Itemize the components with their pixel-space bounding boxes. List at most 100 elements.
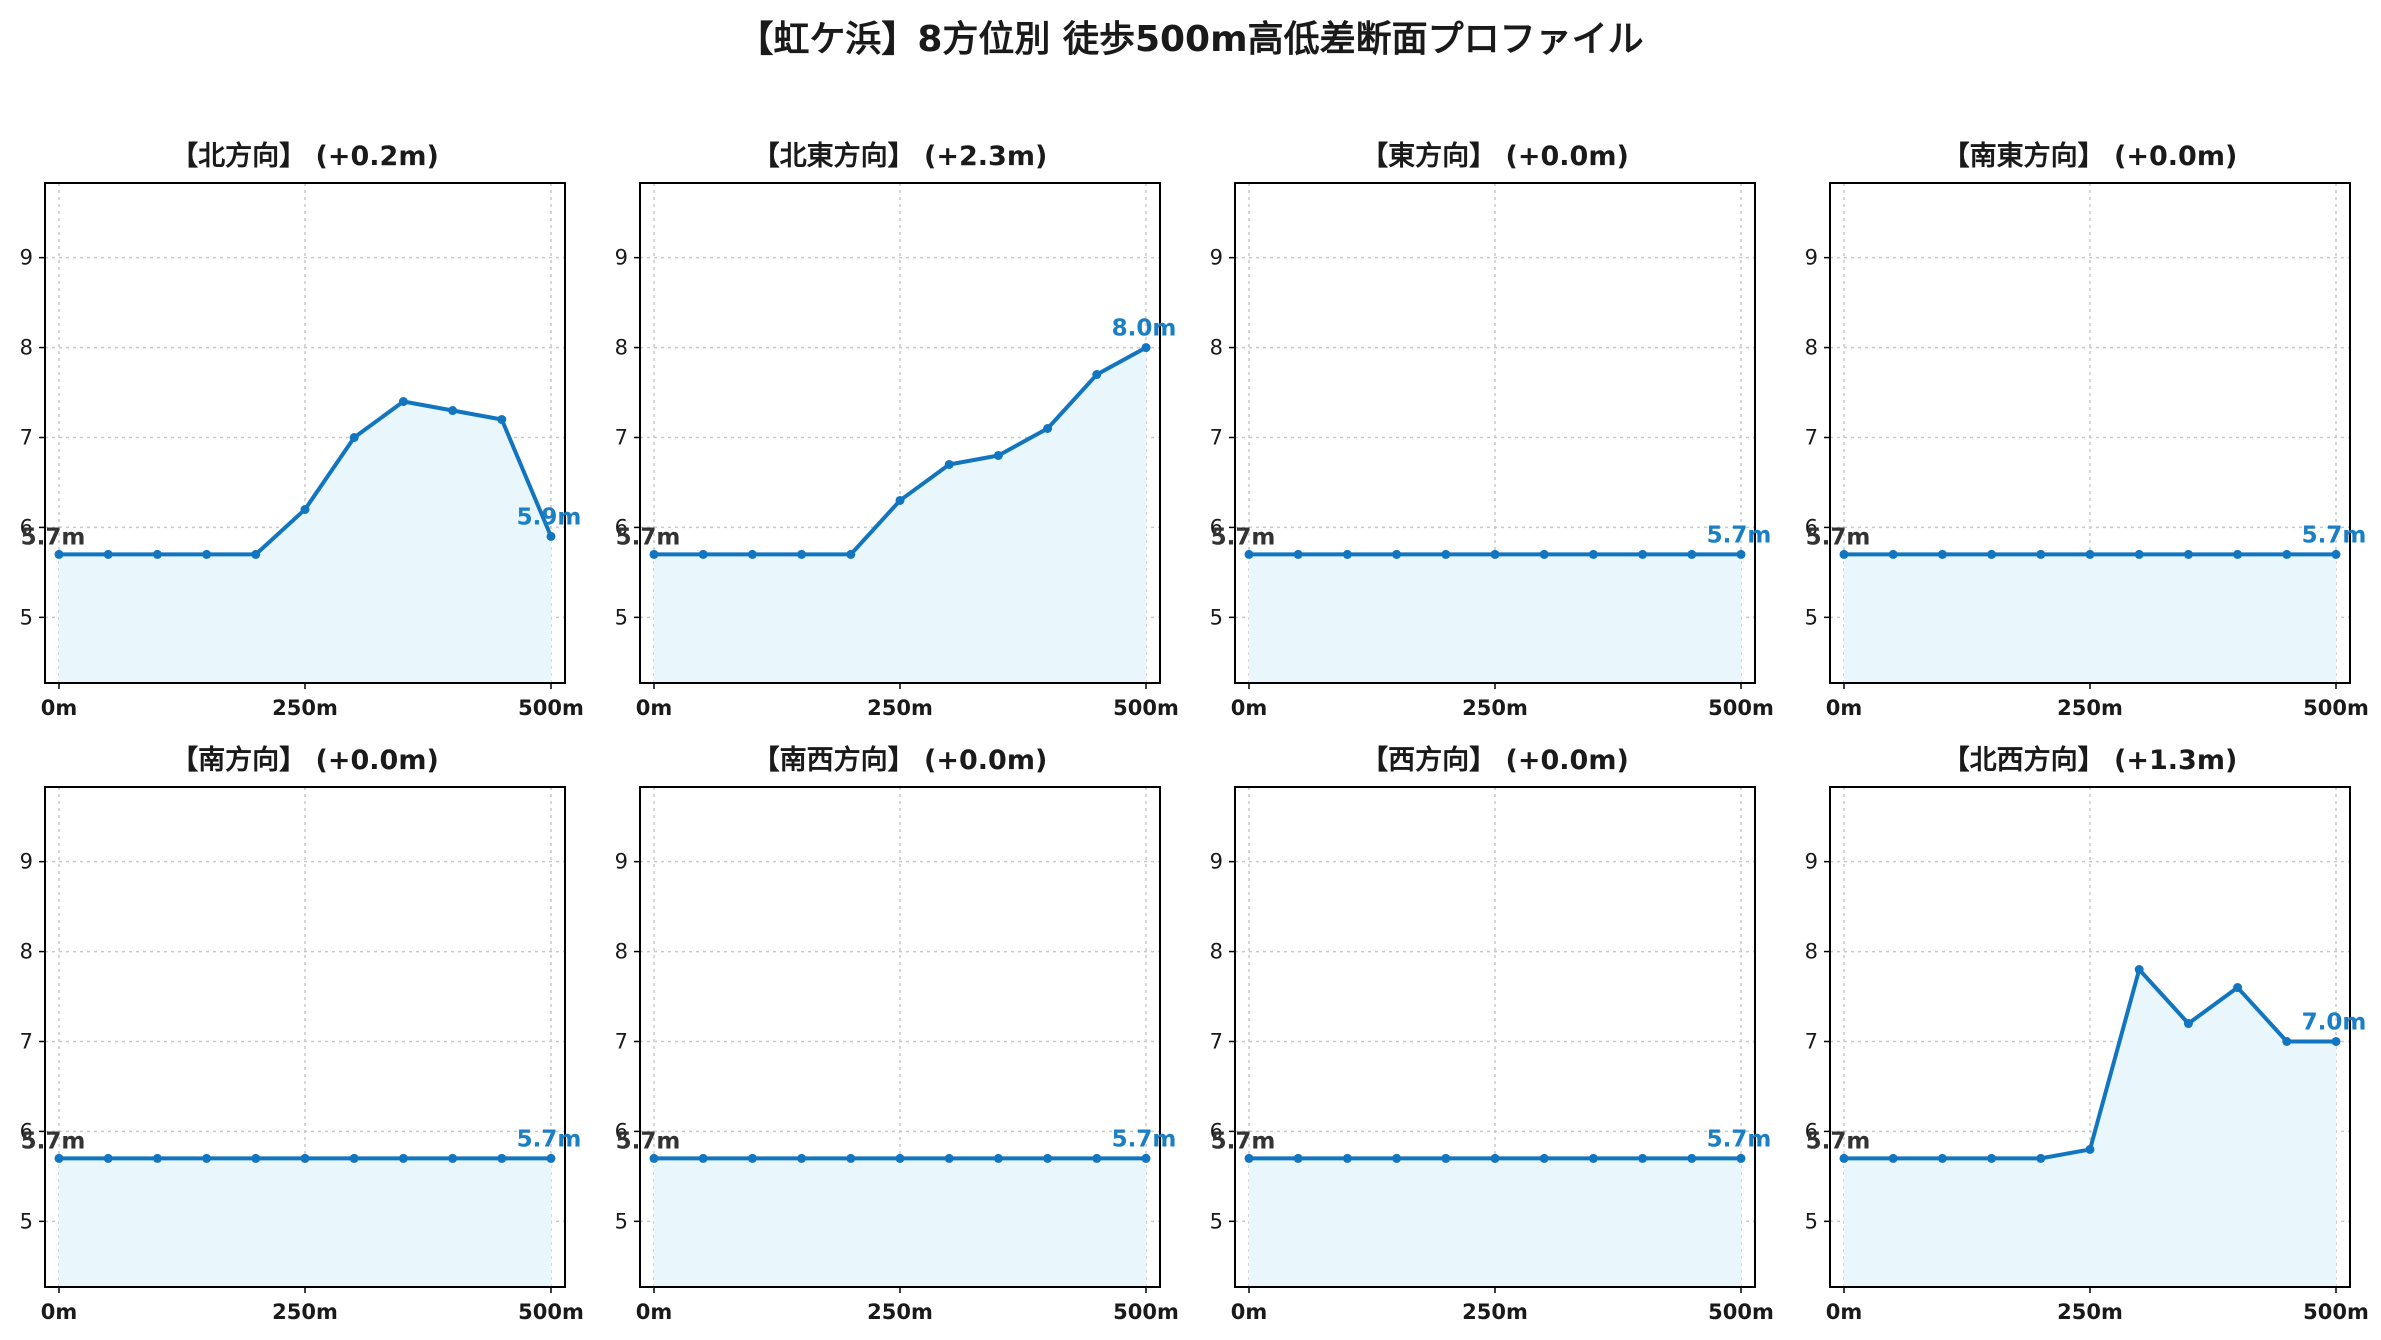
data-point (698, 1153, 708, 1163)
y-tick-label: 6 (1805, 515, 1818, 539)
data-point (1588, 1153, 1598, 1163)
data-point (1839, 549, 1849, 559)
data-point (349, 432, 359, 442)
data-point (1392, 1153, 1402, 1163)
subplot-8: 【北西方向】 (+1.3m) 5 6 7 8 9 0m 250m 500m 5.7m 7.0m (1805, 744, 2369, 1324)
data-point (497, 415, 507, 425)
y-tick-label: 5 (1210, 1209, 1223, 1233)
data-point (1392, 549, 1402, 559)
y-tick-label: 9 (1805, 246, 1818, 270)
y-tick-label: 7 (20, 1029, 33, 1053)
area-fill (1249, 554, 1741, 683)
y-tick-label: 7 (1805, 1029, 1818, 1053)
data-point (1244, 1153, 1254, 1163)
data-point (2331, 549, 2341, 559)
start-elevation-label: 5.7m (1806, 1128, 1871, 1154)
axes-frame (639, 182, 1161, 684)
subplot-title: 【南西方向】 (+0.0m) (753, 744, 1048, 776)
data-point (944, 459, 954, 469)
data-point (2282, 549, 2292, 559)
y-tick-label: 6 (615, 1119, 628, 1143)
data-point (1244, 549, 1254, 559)
data-point (1736, 1153, 1746, 1163)
start-elevation-label: 5.7m (21, 1128, 86, 1154)
data-point (698, 549, 708, 559)
y-tick-label: 9 (20, 246, 33, 270)
area-fill (59, 1158, 551, 1287)
subplot-title: 【南東方向】 (+0.0m) (1943, 140, 2238, 172)
area-fill (654, 1158, 1146, 1287)
data-point (1141, 1153, 1151, 1163)
start-elevation-label: 5.7m (21, 524, 86, 550)
data-point (103, 1153, 113, 1163)
data-point (1092, 370, 1102, 380)
data-point (251, 549, 261, 559)
x-tick-label: 0m (41, 1300, 78, 1324)
end-elevation-label: 8.0m (1112, 316, 1177, 342)
data-point (1342, 1153, 1352, 1163)
data-point (497, 1153, 507, 1163)
data-point (2036, 549, 2046, 559)
y-tick-label: 6 (20, 1119, 33, 1143)
subplot-title: 【東方向】 (+0.0m) (1361, 140, 1629, 172)
y-tick-label: 7 (1210, 1029, 1223, 1053)
subplot-6: 【南西方向】 (+0.0m) 5 6 7 8 9 0m 250m 500m 5.7m 5.7m (615, 744, 1179, 1324)
end-elevation-label: 5.7m (1707, 1126, 1772, 1152)
data-point (2036, 1153, 2046, 1163)
data-point (1987, 549, 1997, 559)
area-fill (1844, 969, 2336, 1287)
y-tick-label: 5 (1805, 605, 1818, 629)
start-elevation-label: 5.7m (616, 1128, 681, 1154)
x-tick-label: 250m (272, 696, 338, 720)
x-tick-label: 250m (867, 1300, 933, 1324)
data-point (1092, 1153, 1102, 1163)
data-point (1441, 549, 1451, 559)
data-point (649, 1153, 659, 1163)
data-point (54, 549, 64, 559)
start-elevation-label: 5.7m (1806, 524, 1871, 550)
start-elevation-label: 5.7m (1211, 524, 1276, 550)
x-tick-label: 0m (1231, 696, 1268, 720)
x-tick-label: 250m (272, 1300, 338, 1324)
end-elevation-label: 7.0m (2302, 1009, 2367, 1035)
x-tick-label: 250m (2057, 696, 2123, 720)
data-point (1687, 549, 1697, 559)
y-tick-label: 8 (20, 336, 33, 360)
axes-frame (44, 182, 566, 684)
x-tick-label: 500m (518, 696, 584, 720)
end-elevation-label: 5.7m (1112, 1126, 1177, 1152)
data-point (1937, 1153, 1947, 1163)
end-elevation-label: 5.7m (1707, 522, 1772, 548)
data-point (251, 1153, 261, 1163)
data-point (747, 1153, 757, 1163)
data-point (1490, 1153, 1500, 1163)
y-tick-label: 7 (1210, 425, 1223, 449)
x-tick-label: 500m (1708, 1300, 1774, 1324)
x-tick-label: 0m (1826, 696, 1863, 720)
data-point (2183, 549, 2193, 559)
subplot-5: 【南方向】 (+0.0m) 5 6 7 8 9 0m 250m 500m 5.7m 5.7m (20, 744, 584, 1324)
data-point (202, 1153, 212, 1163)
start-elevation-label: 5.7m (1211, 1128, 1276, 1154)
x-tick-label: 0m (41, 696, 78, 720)
data-point (2233, 549, 2243, 559)
y-tick-label: 5 (1805, 1209, 1818, 1233)
data-point (1490, 549, 1500, 559)
x-tick-label: 500m (1708, 696, 1774, 720)
y-tick-label: 8 (615, 940, 628, 964)
y-tick-label: 9 (615, 246, 628, 270)
data-point (349, 1153, 359, 1163)
x-tick-label: 500m (2303, 1300, 2369, 1324)
axes-frame (639, 786, 1161, 1288)
y-tick-label: 8 (1805, 940, 1818, 964)
subplot-7: 【西方向】 (+0.0m) 5 6 7 8 9 0m 250m 500m 5.7m 5.7m (1210, 744, 1774, 1324)
area-fill (1249, 1158, 1741, 1287)
subplot-title: 【北西方向】 (+1.3m) (1943, 744, 2238, 776)
data-point (1342, 549, 1352, 559)
y-tick-label: 5 (20, 605, 33, 629)
data-point (1839, 1153, 1849, 1163)
data-point (2085, 549, 2095, 559)
data-point (1293, 549, 1303, 559)
end-elevation-label: 5.9m (517, 504, 582, 530)
